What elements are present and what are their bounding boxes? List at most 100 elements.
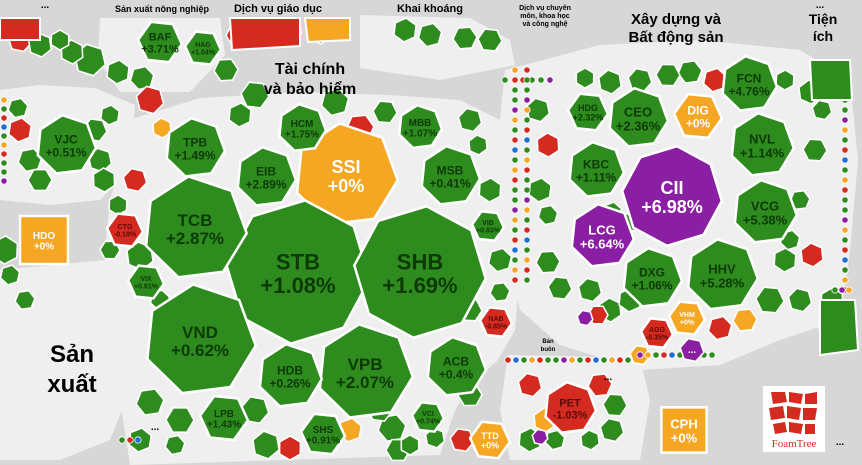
stock-tile-small: [477, 28, 503, 52]
ellipsis-marker: ...: [816, 0, 825, 11]
stock-code-tpb: TPB: [183, 136, 207, 150]
stock-tile-tiny: [511, 206, 519, 214]
stock-tile-tiny: [600, 356, 608, 364]
stock-tile-tiny: [608, 356, 616, 364]
stock-tile-tiny: [0, 150, 8, 158]
stock-change-stb: +1.08%: [260, 273, 335, 298]
stock-tile-tiny: [523, 86, 531, 94]
stock-tile-small: [213, 58, 239, 82]
stock-tile-small: [0, 235, 19, 265]
stock-tile-tiny: [0, 177, 8, 185]
stock-tile-tiny: [841, 116, 849, 124]
stock-code-pet: PET: [559, 398, 581, 410]
stock-tile-tiny: [511, 106, 519, 114]
labels-layer: ...SSI+0%STB+1.08%SHB+1.69%TCB+2.87%VND+…: [33, 0, 845, 451]
stock-change-hdo: +0%: [34, 242, 54, 253]
stock-tile-tiny: [544, 356, 552, 364]
stock-change-hdg: +2.32%: [573, 113, 604, 123]
stock-tile-tiny: [841, 196, 849, 204]
stock-tile-lcg: [570, 202, 636, 268]
stock-tile-tiny: [126, 436, 134, 444]
stock-tile-tiny: [523, 126, 531, 134]
stock-code-eib: EIB: [256, 165, 276, 179]
stock-tile-small: [773, 247, 797, 273]
stock-code-vjc: VJC: [54, 133, 78, 147]
stock-code-vcg: VCG: [751, 198, 779, 213]
stock-tile-ceiling-small: [576, 309, 594, 327]
stock-code-stb: STB: [276, 249, 320, 274]
stock-tile-tiny: [512, 356, 520, 364]
stock-tile-tiny: [523, 216, 531, 224]
stock-tile-tiny: [546, 76, 554, 84]
ellipsis-label: ...: [688, 345, 697, 356]
stock-code-hdg: HDG: [578, 103, 598, 113]
group-label-2-line-1: xuất: [47, 371, 96, 398]
stock-change-nvl: +1.14%: [740, 145, 785, 160]
stock-tile-tiny: [523, 96, 531, 104]
stock-code-dig: DIG: [687, 104, 708, 118]
stock-tile-vhm: [667, 300, 707, 336]
stock-tile-mbb: [397, 103, 444, 150]
stock-tile-ceiling-small: [531, 428, 549, 446]
stock-tile-tiny: [616, 356, 624, 364]
stock-tile-small: [135, 388, 165, 416]
stock-change-dig: +0%: [686, 116, 711, 130]
stock-tile-tiny: [841, 266, 849, 274]
stock-tile-nab: [478, 306, 514, 338]
stock-change-tcb: +2.87%: [166, 229, 224, 248]
stock-change-ctg: -0.18%: [114, 232, 137, 239]
stock-change-lcg: +6.64%: [580, 236, 625, 251]
stock-tile-tiny: [652, 351, 660, 359]
stock-code-dxg: DXG: [639, 266, 665, 280]
stock-tile-ceiling-small: [679, 337, 705, 363]
stock-tile-tiny: [511, 196, 519, 204]
stock-change-vpb: +2.07%: [336, 373, 394, 392]
stock-tile-small: [536, 132, 560, 158]
stock-change-nab: -0.85%: [485, 324, 508, 331]
stock-tile-tiny: [523, 186, 531, 194]
stock-tile-fcn: [721, 54, 779, 112]
stock-tile-vib: [470, 210, 506, 242]
stock-tile-tiny: [523, 106, 531, 114]
stock-tile-small: [7, 97, 29, 119]
stock-tile-tiny: [511, 186, 519, 194]
stock-change-ceo: +2.36%: [616, 118, 661, 133]
stock-tile-tiny: [584, 356, 592, 364]
stock-tile-small: [106, 59, 130, 85]
stock-tile-small: [547, 276, 573, 300]
stock-tile-small: [525, 97, 551, 123]
stock-tile-shs: [299, 412, 347, 456]
stock-change-hhv: +5.28%: [700, 275, 745, 290]
stock-tile-tiny: [841, 246, 849, 254]
stock-tile-hdg: [566, 92, 610, 132]
stock-code-lcg: LCG: [588, 222, 615, 237]
stock-code-vpb: VPB: [348, 355, 383, 374]
group-label-6-line-0: Dịch vụ chuyên: [519, 5, 571, 12]
stock-tile-small: [575, 67, 595, 89]
stock-tile-vix: [126, 264, 166, 300]
stock-change-baf: +3.71%: [141, 43, 179, 55]
stock-tile-cph: [660, 406, 708, 454]
stock-tile-tiny: [841, 176, 849, 184]
stock-tile-tiny: [831, 286, 839, 294]
group-label-1-line-0: Xây dựng và: [631, 11, 722, 28]
stock-tile-tiny: [841, 256, 849, 264]
stock-tile-small: [787, 287, 813, 313]
stock-change-acb: +0.4%: [439, 367, 474, 381]
stock-change-cii: +6.98%: [641, 197, 703, 217]
group-label-3-line-0: Sản xuất nông nghiệp: [115, 4, 210, 14]
stock-tile-small: [165, 406, 195, 434]
foamtree-brand-text: FoamTree: [772, 438, 817, 450]
stock-change-msb: +0.41%: [429, 176, 470, 190]
stock-tile-tiny: [523, 256, 531, 264]
stock-tile-small: [135, 85, 165, 115]
stock-tile-tiny: [511, 216, 519, 224]
stock-tile-tiny: [841, 146, 849, 154]
stock-tile-vnd: [146, 283, 258, 395]
stock-tile-tiny: [511, 116, 519, 124]
stock-change-hdb: +0.26%: [269, 376, 310, 390]
stock-tile-tiny: [841, 226, 849, 234]
stock-tile-hdo: [18, 214, 70, 266]
stock-tile-vci: [410, 401, 446, 433]
